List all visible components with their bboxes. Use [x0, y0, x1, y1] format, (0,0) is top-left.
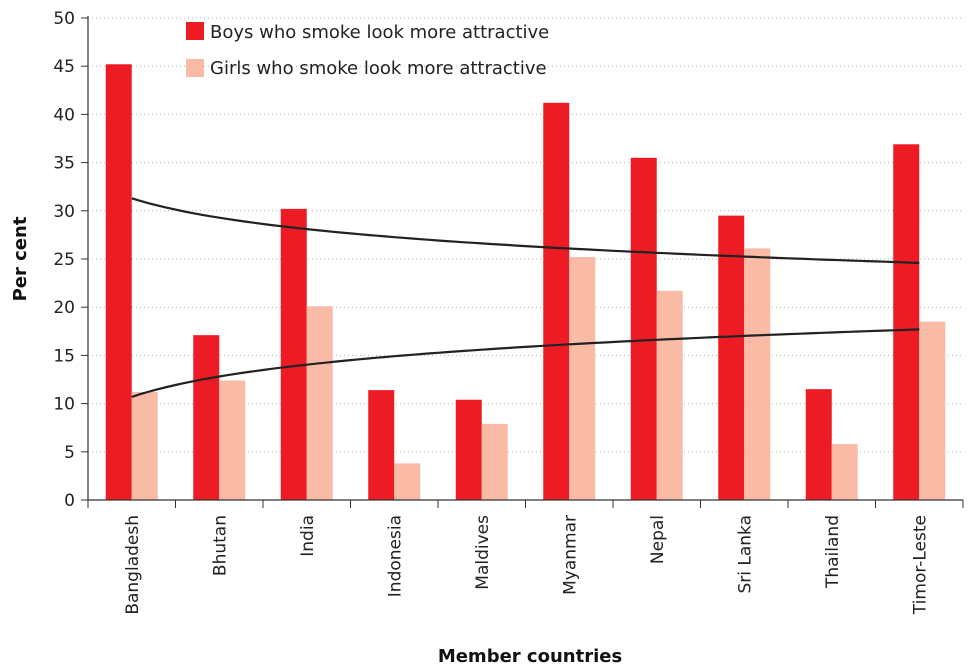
y-tick-label: 50	[53, 9, 75, 29]
bar-boys-myanmar	[543, 102, 570, 500]
y-tick-label: 35	[53, 154, 75, 174]
bar-boys-timor-leste	[893, 144, 920, 500]
legend-swatch-boys	[186, 22, 204, 40]
y-tick-label: 20	[53, 298, 75, 318]
legend-label-girls: Girls who smoke look more attractive	[210, 58, 547, 79]
y-tick-label: 15	[53, 346, 75, 366]
x-tick-label: Timor-Leste	[910, 515, 930, 615]
y-tick-label: 0	[64, 491, 75, 511]
y-tick-label: 40	[53, 105, 75, 125]
bar-boys-bangladesh	[105, 64, 132, 500]
bar-boys-indonesia	[368, 390, 395, 500]
trendline-boys	[131, 197, 920, 264]
x-axis-title: Member countries	[438, 646, 622, 667]
x-tick-label: Maldives	[473, 515, 493, 590]
bar-girls-bhutan	[219, 380, 246, 500]
x-tick-label: Thailand	[823, 515, 843, 589]
x-tick-label: Bangladesh	[123, 515, 143, 615]
x-tick-label: Nepal	[648, 515, 668, 564]
y-tick-label: 5	[64, 443, 75, 463]
y-axis-title: Per cent	[10, 216, 31, 301]
y-tick-label: 30	[53, 202, 75, 222]
bar-boys-maldives	[455, 399, 482, 500]
bar-boys-thailand	[805, 389, 832, 500]
bar-boys-india	[280, 208, 307, 500]
x-tick-label: Myanmar	[560, 515, 580, 595]
trendlines	[131, 197, 920, 398]
bar-boys-bhutan	[193, 335, 220, 500]
x-tick-labels: Bangladesh Bhutan India Indonesia Maldives My…	[123, 515, 931, 615]
bar-girls-timor-leste	[919, 321, 946, 500]
bar-boys-nepal	[630, 157, 657, 500]
y-tick-labels: 0 5 10 15 20 25 30 35 40 45 50	[53, 9, 75, 511]
legend: Boys who smoke look more attractive Girl…	[186, 22, 549, 79]
x-tick-label: Indonesia	[385, 515, 405, 597]
bars	[105, 64, 946, 500]
y-tick-label: 10	[53, 395, 75, 415]
bar-girls-myanmar	[569, 257, 596, 500]
x-tick-label: Bhutan	[210, 515, 230, 576]
bar-girls-india	[306, 306, 333, 500]
bar-boys-sri-lanka	[718, 215, 745, 500]
bar-girls-thailand	[831, 444, 858, 500]
bar-girls-indonesia	[394, 463, 421, 500]
bar-girls-bangladesh	[131, 392, 158, 500]
bar-girls-maldives	[481, 423, 508, 500]
x-tick-label: India	[298, 515, 318, 557]
x-tick-label: Sri Lanka	[735, 515, 755, 594]
legend-swatch-girls	[186, 59, 204, 77]
axes	[81, 16, 964, 508]
legend-label-boys: Boys who smoke look more attractive	[210, 22, 549, 43]
y-tick-label: 25	[53, 250, 75, 270]
bar-girls-nepal	[656, 290, 683, 500]
trendline-girls	[131, 328, 920, 398]
bar-girls-sri-lanka	[744, 248, 771, 500]
y-tick-label: 45	[53, 57, 75, 77]
